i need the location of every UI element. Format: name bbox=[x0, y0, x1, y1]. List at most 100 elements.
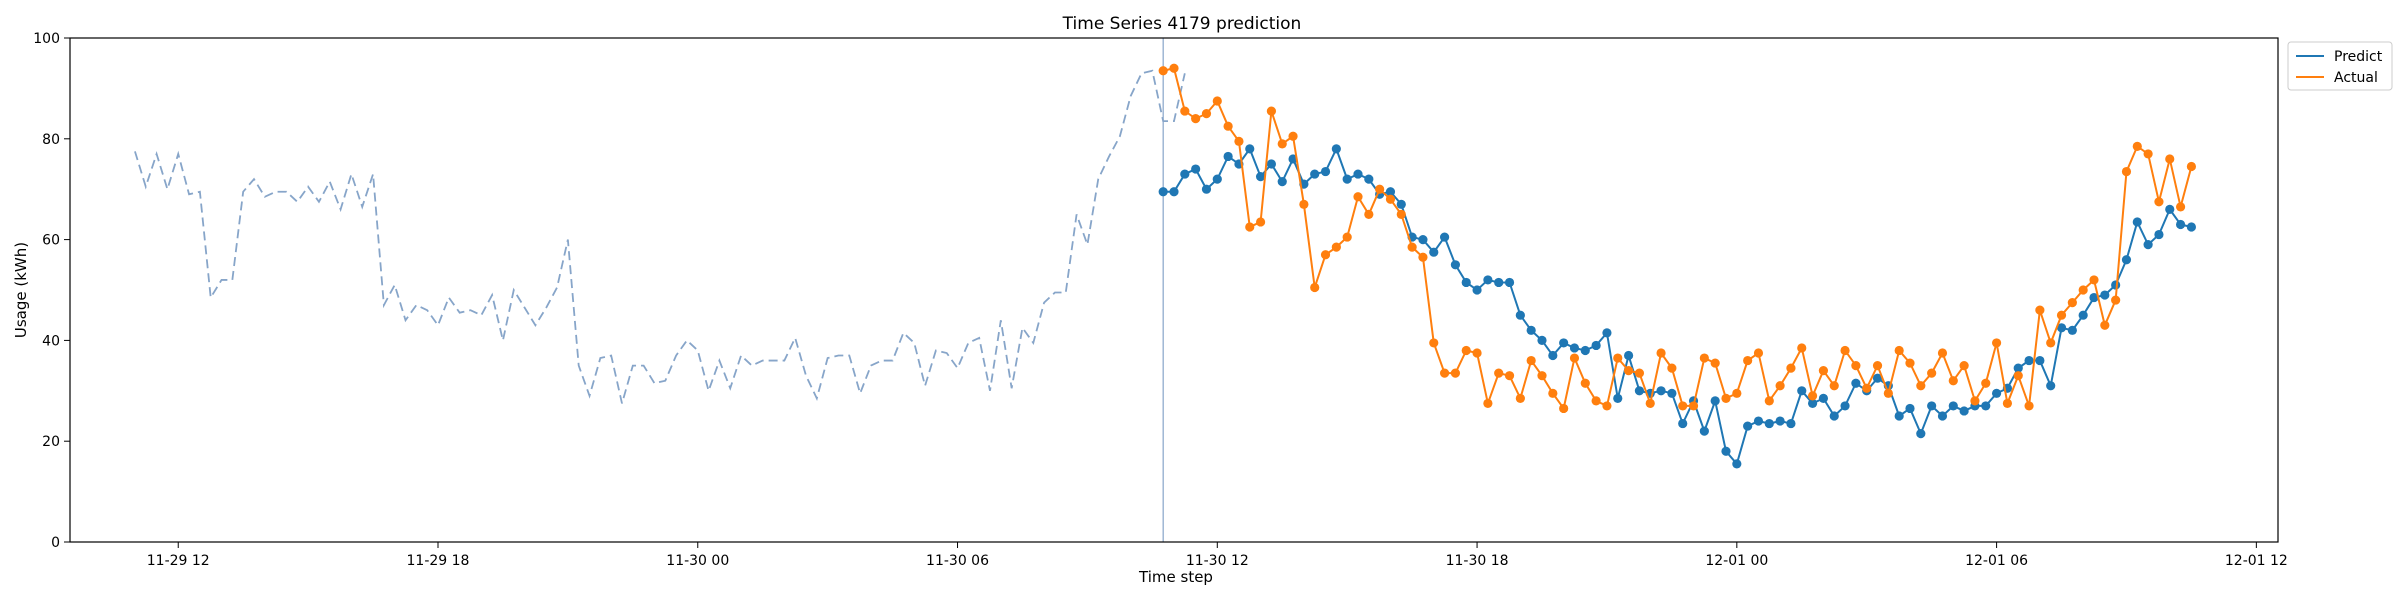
actual-point bbox=[2121, 166, 2132, 177]
actual-point bbox=[1927, 368, 1937, 378]
predict-point bbox=[1504, 277, 1515, 288]
actual-point bbox=[1807, 391, 1818, 401]
predict-point bbox=[1266, 159, 1277, 169]
predict-point bbox=[1483, 275, 1493, 285]
actual-point bbox=[1191, 114, 1201, 124]
predict-point bbox=[1548, 350, 1558, 361]
actual-point bbox=[1764, 396, 1774, 406]
predict-point bbox=[1797, 386, 1807, 396]
predict-point bbox=[1223, 151, 1233, 162]
predict-point bbox=[1212, 174, 1222, 184]
predict-point bbox=[1732, 459, 1742, 469]
legend-predict-label: Predict bbox=[2334, 49, 2383, 65]
actual-point bbox=[1299, 199, 1309, 209]
actual-point bbox=[2078, 285, 2088, 295]
x-tick-label: 11-29 18 bbox=[407, 553, 470, 569]
actual-point bbox=[2056, 310, 2067, 320]
actual-point bbox=[1375, 184, 1385, 194]
predict-point bbox=[1331, 144, 1341, 154]
predict-point bbox=[1991, 388, 2002, 398]
predict-point bbox=[1472, 285, 1482, 295]
actual-point bbox=[1158, 66, 1168, 76]
y-tick-label: 60 bbox=[42, 233, 60, 249]
actual-point bbox=[1991, 338, 2002, 348]
actual-point bbox=[1872, 361, 1883, 371]
actual-point bbox=[1797, 343, 1807, 353]
actual-point bbox=[1407, 242, 1417, 252]
predict-point bbox=[1158, 187, 1168, 197]
actual-point bbox=[1288, 131, 1298, 141]
actual-point bbox=[1255, 217, 1266, 227]
x-tick-label: 11-30 12 bbox=[1186, 553, 1249, 569]
actual-point bbox=[1948, 376, 1958, 386]
y-tick-label: 0 bbox=[51, 535, 60, 551]
y-tick-label: 20 bbox=[42, 434, 60, 450]
actual-point bbox=[1818, 366, 1829, 376]
x-tick-label: 12-01 06 bbox=[1965, 553, 2028, 569]
predict-point bbox=[1396, 199, 1406, 209]
predict-point bbox=[1364, 174, 1374, 184]
predict-point bbox=[2132, 217, 2142, 227]
actual-point bbox=[1515, 393, 1525, 403]
predict-point bbox=[1342, 174, 1352, 184]
actual-point bbox=[1429, 338, 1439, 348]
predict-point bbox=[1580, 345, 1590, 356]
actual-point bbox=[2035, 305, 2045, 315]
predict-point bbox=[1385, 187, 1396, 197]
actual-point bbox=[2089, 275, 2099, 285]
predict-point bbox=[2121, 255, 2132, 265]
predict-point bbox=[1894, 411, 1904, 421]
actual-point bbox=[1840, 345, 1850, 356]
actual-point bbox=[1699, 353, 1709, 363]
actual-point bbox=[1320, 250, 1331, 260]
predict-point bbox=[1180, 169, 1190, 179]
chart-title: Time Series 4179 prediction bbox=[1062, 14, 1302, 34]
actual-point bbox=[1364, 209, 1374, 219]
actual-point bbox=[1580, 378, 1590, 388]
actual-point bbox=[1721, 393, 1731, 403]
actual-point bbox=[1439, 368, 1450, 378]
actual-point bbox=[1418, 252, 1428, 262]
predict-point bbox=[1613, 393, 1623, 403]
predict-point bbox=[1353, 169, 1363, 179]
actual-point bbox=[1385, 194, 1396, 204]
predict-point bbox=[1667, 388, 1677, 398]
actual-point bbox=[1678, 401, 1688, 411]
predict-point bbox=[2078, 310, 2088, 320]
predict-point bbox=[1710, 396, 1720, 406]
actual-point bbox=[1353, 192, 1363, 202]
predict-point bbox=[1245, 144, 1255, 154]
predict-point bbox=[1764, 418, 1774, 429]
x-tick-label: 11-29 12 bbox=[147, 553, 210, 569]
actual-point bbox=[1277, 139, 1287, 149]
predict-point bbox=[2165, 204, 2175, 214]
actual-point bbox=[1212, 96, 1222, 106]
actual-point bbox=[2067, 298, 2077, 308]
actual-point bbox=[2186, 161, 2197, 172]
predict-point bbox=[1699, 426, 1709, 436]
legend-actual-label: Actual bbox=[2334, 70, 2378, 86]
actual-point bbox=[1483, 398, 1493, 408]
actual-point bbox=[1905, 358, 1915, 368]
y-tick-label: 80 bbox=[42, 132, 60, 148]
predict-point bbox=[1851, 378, 1861, 388]
actual-point bbox=[2132, 141, 2142, 151]
actual-point bbox=[1494, 368, 1504, 378]
actual-point bbox=[1937, 348, 1948, 358]
actual-point bbox=[1169, 63, 1179, 73]
actual-point bbox=[1851, 361, 1861, 371]
actual-point bbox=[1634, 368, 1645, 378]
actual-point bbox=[1602, 401, 1612, 411]
actual-point bbox=[2046, 338, 2056, 348]
predict-point bbox=[1927, 401, 1937, 411]
predict-point bbox=[1840, 401, 1850, 411]
predict-point bbox=[2056, 323, 2067, 333]
actual-point bbox=[1894, 345, 1904, 356]
predict-point bbox=[1623, 350, 1634, 361]
predict-point bbox=[2067, 325, 2077, 335]
predict-point bbox=[1169, 187, 1179, 197]
actual-point bbox=[1916, 381, 1926, 391]
actual-point bbox=[2175, 202, 2186, 212]
